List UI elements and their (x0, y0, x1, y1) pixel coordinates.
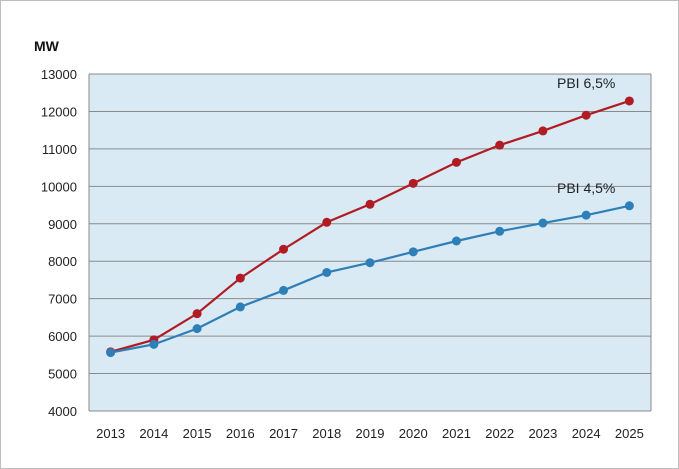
series-1-point-2015 (192, 324, 202, 334)
x-tick-label-2022: 2022 (485, 426, 514, 441)
series-1-point-2017 (279, 285, 289, 295)
series-0-point-2016 (235, 273, 245, 283)
series-1-point-2013 (106, 348, 116, 358)
y-tick-label-10000: 10000 (41, 179, 77, 194)
series-label-1: PBI 4,5% (557, 180, 615, 196)
y-tick-label-12000: 12000 (41, 104, 77, 119)
x-tick-label-2016: 2016 (226, 426, 255, 441)
series-0-point-2022 (495, 140, 505, 150)
series-0-point-2021 (451, 157, 461, 167)
y-tick-label-9000: 9000 (48, 217, 77, 232)
x-tick-label-2021: 2021 (442, 426, 471, 441)
x-tick-label-2019: 2019 (356, 426, 385, 441)
series-1-point-2020 (408, 247, 418, 257)
x-tick-label-2023: 2023 (528, 426, 557, 441)
series-0-point-2023 (538, 126, 548, 136)
series-1-point-2016 (235, 302, 245, 312)
x-tick-label-2017: 2017 (269, 426, 298, 441)
series-group: PBI 6,5% PBI 4,5% (106, 75, 634, 358)
series-0-point-2025 (624, 96, 634, 106)
y-tick-label-11000: 11000 (42, 142, 77, 157)
series-1-point-2024 (581, 210, 591, 220)
x-axis-ticks: 2013 2014 2015 2016 2017 2018 2019 2020 2021 2022… (96, 426, 644, 441)
y-tick-label-13000: 13000 (41, 67, 77, 82)
series-label-0: PBI 6,5% (557, 75, 615, 91)
plot-area (89, 74, 651, 411)
series-1-point-2025 (624, 201, 634, 211)
series-1-point-2022 (495, 226, 505, 236)
x-tick-label-2018: 2018 (312, 426, 341, 441)
series-0-point-2017 (279, 244, 289, 254)
series-1-point-2018 (322, 267, 332, 277)
y-tick-label-6000: 6000 (48, 329, 77, 344)
y-axis-ticks: 4000 5000 6000 7000 8000 9000 10000 11000 12000 1… (41, 67, 77, 419)
series-0-point-2015 (192, 309, 202, 319)
series-1-point-2021 (451, 236, 461, 246)
x-tick-label-2024: 2024 (572, 426, 601, 441)
x-tick-label-2020: 2020 (399, 426, 428, 441)
series-1-point-2014 (149, 339, 159, 349)
series-0-point-2018 (322, 217, 332, 227)
x-tick-label-2014: 2014 (139, 426, 168, 441)
series-0-point-2020 (408, 178, 418, 188)
series-0-point-2024 (581, 110, 591, 120)
y-tick-label-5000: 5000 (48, 367, 77, 382)
series-1-point-2019 (365, 258, 375, 268)
x-tick-label-2015: 2015 (183, 426, 212, 441)
x-tick-label-2025: 2025 (615, 426, 644, 441)
y-tick-label-4000: 4000 (48, 404, 77, 419)
y-tick-label-7000: 7000 (48, 292, 77, 307)
x-tick-label-2013: 2013 (96, 426, 125, 441)
series-0-point-2019 (365, 199, 375, 209)
y-axis-label: MW (34, 38, 60, 54)
series-1-point-2023 (538, 218, 548, 228)
y-tick-label-8000: 8000 (48, 254, 77, 269)
